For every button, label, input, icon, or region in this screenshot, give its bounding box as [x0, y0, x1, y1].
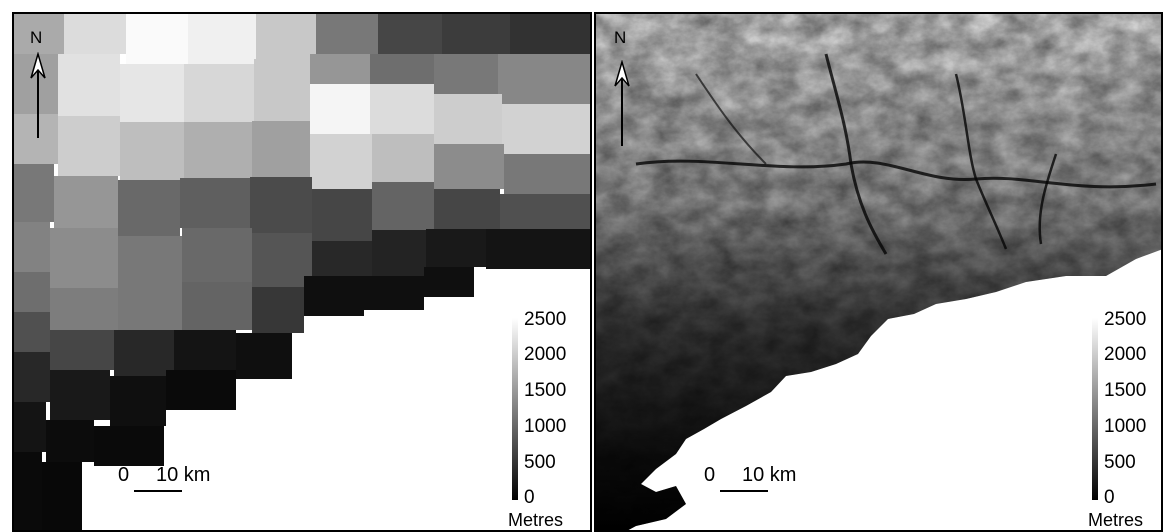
raster-cell [14, 312, 50, 352]
north-label: N [614, 28, 627, 47]
raster-cell [252, 233, 312, 287]
elevation-color-ramp [512, 318, 518, 500]
raster-cell [188, 14, 256, 64]
scale-distance-label: 10 km [156, 464, 211, 486]
raster-cell [372, 230, 426, 280]
coarse-elevation-raster [14, 14, 590, 530]
raster-cell [118, 180, 180, 236]
raster-cell [114, 330, 174, 376]
high-resolution-elevation-raster [596, 14, 1161, 530]
scale-zero-label: 0 [704, 464, 716, 486]
raster-cell [370, 84, 434, 134]
raster-cell [166, 370, 236, 410]
raster-cell [94, 426, 164, 466]
legend-tick: 0 [524, 487, 535, 508]
scale-bar: 0 10 km [118, 464, 248, 494]
raster-cell [372, 182, 434, 230]
raster-cell [502, 104, 590, 154]
raster-cell [180, 178, 250, 228]
raster-cell [14, 114, 58, 164]
raster-cell [372, 134, 434, 182]
raster-cell [254, 59, 310, 121]
raster-cell [182, 282, 252, 330]
raster-cell [14, 164, 54, 222]
coarse-elevation-map-panel: N 0 10 km 2500 2000 1500 1000 500 0 Metr… [12, 12, 592, 532]
high-resolution-elevation-map-panel: N 0 10 km 2500 2000 1500 1000 500 0 Metr… [594, 12, 1163, 532]
raster-cell [14, 222, 50, 272]
raster-cell [434, 189, 500, 229]
raster-cell [504, 154, 590, 194]
raster-cell [110, 376, 166, 426]
raster-cell [426, 229, 486, 267]
legend-unit-label: Metres [508, 510, 564, 530]
raster-cell [486, 229, 590, 269]
legend-tick: 2000 [1104, 344, 1147, 365]
legend-tick: 0 [1104, 487, 1115, 508]
legend-tick: 500 [1104, 452, 1136, 473]
legend-tick: 1500 [524, 380, 567, 401]
raster-cell [378, 14, 442, 54]
raster-cell [50, 288, 118, 330]
scale-line [134, 490, 182, 492]
legend-tick: 2000 [524, 344, 567, 365]
raster-cell [14, 352, 50, 402]
raster-cell [50, 228, 118, 288]
raster-cell [118, 236, 182, 292]
raster-cell [424, 267, 474, 297]
scale-bar: 0 10 km [704, 464, 834, 494]
raster-cell [174, 330, 236, 370]
raster-cell [50, 330, 114, 370]
raster-cell [120, 122, 184, 180]
legend-unit-label: Metres [1088, 510, 1144, 530]
elevation-legend: 2500 2000 1500 1000 500 0 Metres [508, 309, 590, 531]
raster-cell [58, 54, 120, 116]
scale-zero-label: 0 [118, 464, 130, 486]
raster-cell [304, 276, 364, 316]
raster-cell [46, 420, 94, 462]
raster-cell [14, 452, 42, 530]
legend-tick: 2500 [1104, 309, 1147, 330]
raster-cell [182, 228, 252, 282]
raster-cell [442, 14, 510, 54]
raster-cell [310, 134, 372, 189]
raster-cell [252, 121, 310, 177]
raster-cell [316, 14, 378, 54]
raster-cell [58, 116, 120, 176]
raster-cell [42, 462, 82, 530]
elevation-legend: 2500 2000 1500 1000 500 0 Metres [1088, 309, 1161, 531]
raster-cell [510, 14, 590, 54]
legend-tick: 2500 [524, 309, 567, 330]
scale-line [720, 490, 768, 492]
north-arrow-icon [614, 60, 630, 146]
raster-cell [312, 189, 372, 241]
raster-cell [64, 14, 126, 54]
raster-cell [54, 176, 118, 228]
raster-cell [256, 14, 316, 59]
elevation-color-ramp [1092, 318, 1098, 500]
raster-cell [252, 287, 304, 333]
raster-cell [14, 14, 64, 54]
raster-cell [118, 292, 182, 330]
north-arrow-icon [30, 52, 46, 138]
raster-cell [434, 144, 504, 189]
raster-cell [250, 177, 312, 233]
legend-tick: 1500 [1104, 380, 1147, 401]
raster-cell [14, 402, 46, 452]
raster-cell [184, 122, 252, 178]
raster-cell [434, 94, 502, 146]
raster-cell [236, 333, 292, 379]
raster-cell [184, 64, 254, 122]
raster-cell [120, 64, 184, 122]
raster-cell [14, 272, 50, 312]
raster-cell [50, 370, 110, 420]
north-label: N [30, 28, 43, 47]
raster-cell [364, 276, 424, 310]
scale-distance-label: 10 km [742, 464, 797, 486]
raster-cell [310, 84, 370, 134]
legend-tick: 1000 [1104, 416, 1147, 437]
raster-cell [126, 14, 188, 64]
legend-tick: 1000 [524, 416, 567, 437]
legend-tick: 500 [524, 452, 556, 473]
